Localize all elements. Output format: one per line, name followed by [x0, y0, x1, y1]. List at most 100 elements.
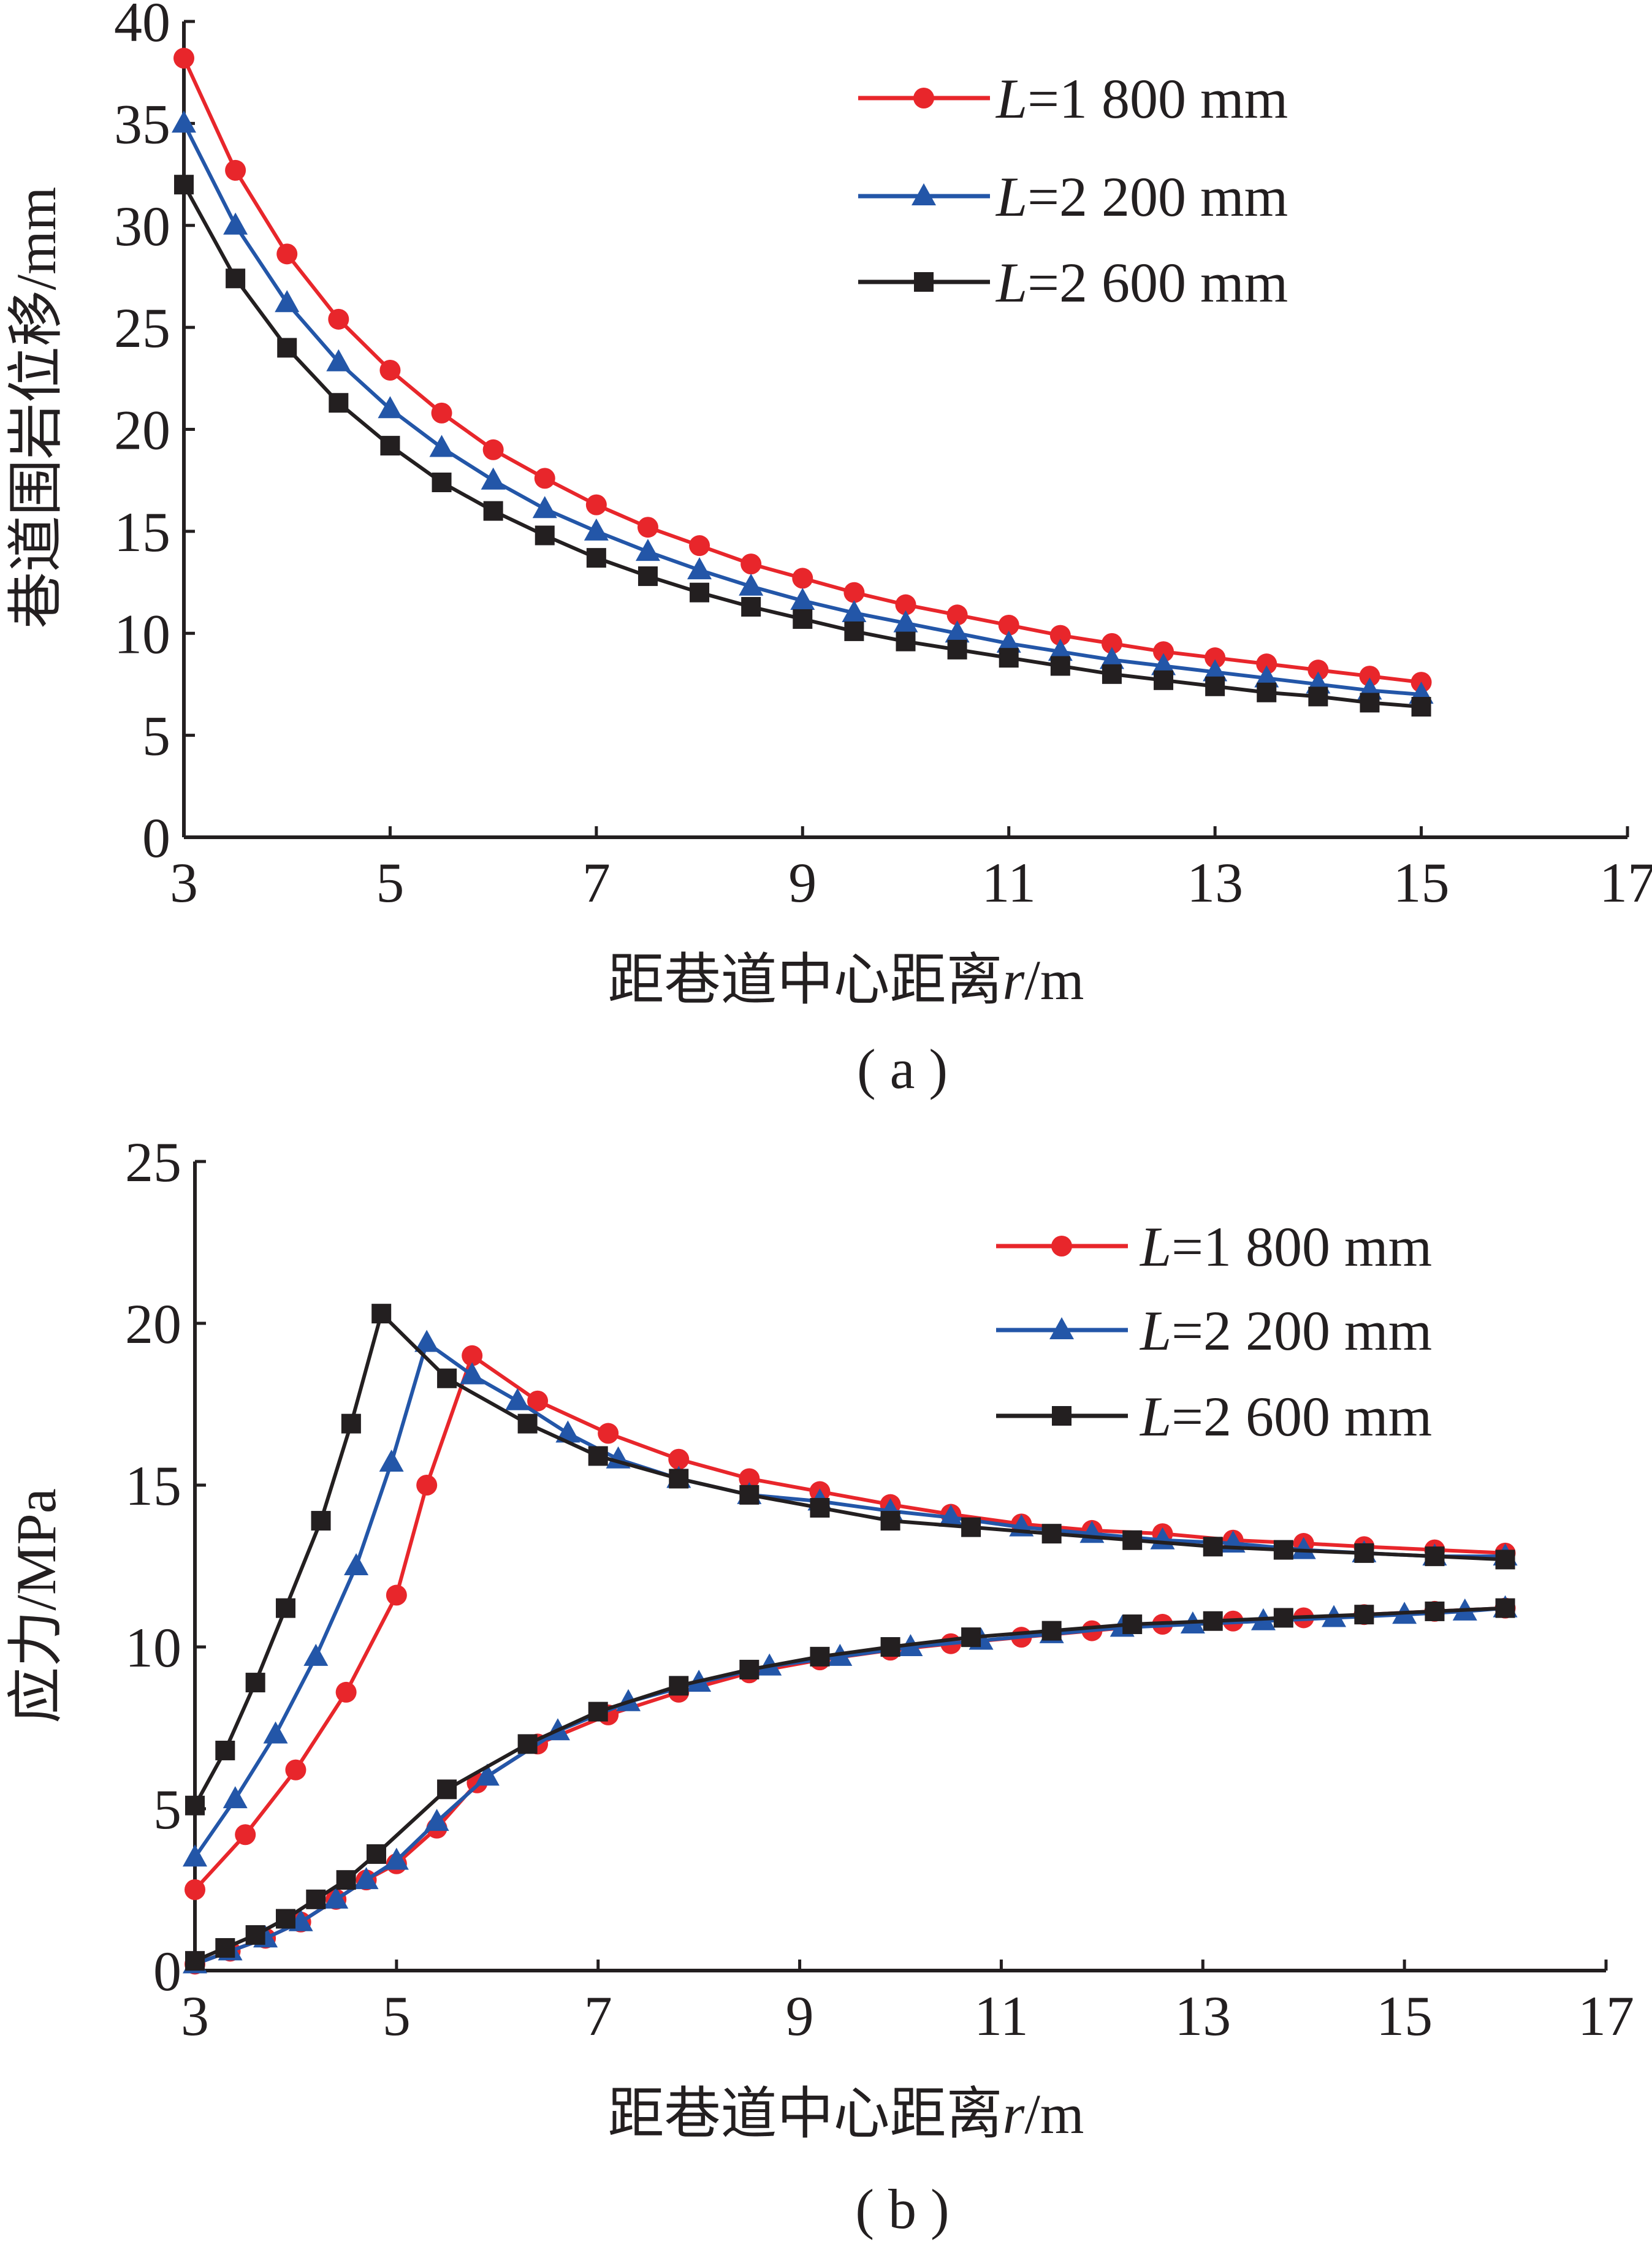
data-point-circle	[379, 360, 401, 381]
data-point-circle	[739, 1468, 760, 1489]
data-point-square	[329, 393, 349, 413]
data-point-triangle	[183, 1844, 207, 1867]
data-point-triangle	[429, 435, 454, 457]
x-tick-label-b: 7	[584, 1985, 612, 2047]
data-point-square	[1354, 1605, 1374, 1625]
data-point-square	[517, 1413, 538, 1434]
data-point-square	[1354, 1543, 1374, 1563]
legend-b: L=1 800 mm L=2 200 mm L=2 600 mm	[996, 1215, 1432, 1448]
data-point-square	[1122, 1614, 1143, 1635]
y-tick-label-a: 30	[114, 195, 170, 257]
data-point-square	[739, 1659, 759, 1679]
legend-item-a-2600: L=2 600 mm	[858, 251, 1288, 314]
data-point-square	[961, 1517, 981, 1537]
data-point-circle	[235, 1824, 256, 1846]
data-point-square	[1205, 676, 1225, 696]
data-point-square	[215, 1938, 235, 1958]
data-point-square	[275, 1909, 295, 1929]
legend-marker-b-2600	[1052, 1406, 1072, 1426]
data-point-square	[306, 1889, 326, 1909]
data-point-circle	[1049, 625, 1071, 646]
data-point-square	[1273, 1540, 1293, 1560]
series-line-b-0	[193, 1353, 1505, 1892]
legend-label-b-2600: L=2 600 mm	[1139, 1385, 1432, 1448]
series-line-b-3	[194, 1606, 1505, 1966]
legend-marker-a-1800	[913, 88, 934, 108]
data-point-square	[880, 1637, 900, 1657]
data-point-square	[1154, 670, 1174, 690]
data-point-triangle	[555, 1420, 580, 1443]
data-point-square	[245, 1673, 265, 1693]
data-point-triangle	[481, 467, 506, 490]
panel-label-a: ( a )	[857, 1038, 948, 1100]
data-point-square	[432, 473, 452, 493]
data-point-circle	[328, 308, 349, 330]
data-point-circle	[1359, 666, 1380, 687]
data-point-square	[739, 1485, 759, 1505]
data-point-square	[437, 1779, 457, 1800]
data-point-square	[215, 1740, 235, 1760]
data-point-square	[380, 436, 400, 456]
data-point-circle	[895, 594, 916, 615]
data-point-square	[1203, 1537, 1223, 1557]
data-point-square	[880, 1511, 900, 1531]
data-point-triangle	[739, 573, 764, 596]
data-point-circle	[1205, 647, 1226, 669]
x-tick-label-a: 5	[376, 851, 404, 914]
data-point-triangle	[275, 290, 300, 313]
data-point-triangle	[223, 1786, 248, 1809]
y-tick-label-a: 15	[114, 501, 170, 563]
data-point-circle	[416, 1475, 438, 1496]
data-point-square	[185, 1951, 205, 1971]
data-point-square	[1495, 1549, 1515, 1570]
legend-a: L=1 800 mm L=2 200 mm L=2 600 mm	[858, 67, 1288, 314]
x-tick-label-b: 15	[1376, 1985, 1433, 2047]
data-point-square	[810, 1497, 830, 1518]
data-point-triangle	[324, 1886, 349, 1909]
data-point-square	[275, 1598, 295, 1618]
data-point-triangle	[790, 588, 815, 610]
data-point-circle	[285, 1759, 306, 1781]
data-point-triangle	[532, 496, 557, 519]
data-point-triangle	[1099, 647, 1124, 669]
legend-marker-b-1800	[1051, 1236, 1072, 1257]
data-point-triangle	[414, 1329, 440, 1352]
data-point-triangle	[263, 1721, 288, 1744]
data-point-square	[226, 268, 246, 289]
x-tick-label-b: 11	[974, 1985, 1029, 2047]
data-point-triangle	[938, 1504, 964, 1527]
data-point-square	[1360, 693, 1380, 713]
data-point-square	[483, 501, 503, 521]
data-point-square	[810, 1646, 830, 1667]
data-point-triangle	[378, 396, 403, 419]
series-group-a	[172, 47, 1434, 717]
legend-label-a-2600: L=2 600 mm	[995, 251, 1288, 314]
data-point-triangle	[326, 349, 351, 371]
x-tick-label-b: 17	[1578, 1985, 1634, 2047]
data-point-circle	[534, 468, 555, 489]
data-point-circle	[1256, 653, 1277, 675]
x-axis-label-text-a: 距巷道中心距离	[608, 949, 1003, 1011]
legend-marker-a-2200	[912, 183, 936, 205]
data-point-circle	[998, 614, 1019, 636]
data-point-square	[588, 1446, 608, 1466]
x-axis-label-b: 距巷道中心距离r/m	[608, 2083, 1084, 2145]
data-point-square	[185, 1795, 205, 1815]
data-point-square	[690, 582, 710, 603]
data-point-circle	[335, 1681, 357, 1703]
data-point-triangle	[1291, 1537, 1316, 1559]
legend-label-b-1800: L=1 800 mm	[1139, 1215, 1432, 1278]
x-tick-label-a: 11	[981, 851, 1036, 914]
y-tick-label-b: 20	[125, 1293, 181, 1355]
data-point-triangle	[424, 1809, 449, 1831]
x-axis-label-var-b: r	[1003, 2083, 1026, 2145]
data-point-square	[277, 338, 297, 358]
data-point-triangle	[354, 1867, 379, 1890]
y-tick-label-b: 10	[125, 1616, 181, 1679]
data-point-triangle	[344, 1553, 369, 1575]
data-point-triangle	[687, 557, 712, 580]
data-point-square	[669, 1676, 689, 1696]
data-point-square	[999, 648, 1019, 668]
data-point-triangle	[172, 110, 196, 133]
